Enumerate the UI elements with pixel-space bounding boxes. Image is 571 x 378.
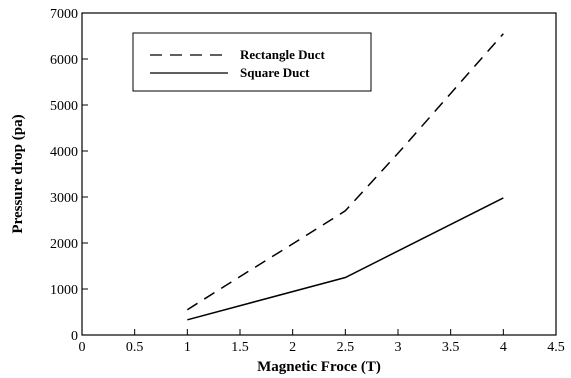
legend-label-rectangle-duct: Rectangle Duct <box>240 47 326 62</box>
legend-label-square-duct: Square Duct <box>240 65 310 80</box>
y-tick-label: 5000 <box>50 99 78 114</box>
series-line-rectangle-duct <box>186 33 504 311</box>
axis-ticks: 0 0.5 1 1.5 2 2.5 3 3.5 4 4.5 0 1000 2000 3000 4000 500… <box>50 7 565 355</box>
y-tick-label: 4000 <box>50 145 78 160</box>
x-tick-label: 0 <box>79 340 86 355</box>
series-line-square-duct <box>187 197 504 321</box>
x-tick-label: 2.5 <box>337 340 355 355</box>
x-axis-title: Magnetic Froce (T) <box>257 359 381 375</box>
y-tick-label: 0 <box>71 329 78 344</box>
x-tick-label: 4.5 <box>547 340 565 355</box>
x-tick-label: 1.5 <box>231 340 249 355</box>
legend-box <box>132 32 372 92</box>
legend: Rectangle Duct Square Duct <box>132 32 372 92</box>
series-layer <box>186 33 504 321</box>
x-tick-label: 3.5 <box>442 340 460 355</box>
y-tick-label: 3000 <box>50 191 78 206</box>
y-axis-title: Pressure drop (pa) <box>10 114 26 233</box>
x-tick-label: 4 <box>500 340 507 355</box>
x-tick-label: 0.5 <box>126 340 144 355</box>
x-tick-label: 1 <box>184 340 191 355</box>
y-tick-label: 2000 <box>50 237 78 252</box>
y-tick-label: 1000 <box>50 283 78 298</box>
y-tick-label: 7000 <box>50 7 78 22</box>
x-tick-label: 2 <box>289 340 296 355</box>
x-tick-label: 3 <box>395 340 402 355</box>
y-tick-label: 6000 <box>50 53 78 68</box>
